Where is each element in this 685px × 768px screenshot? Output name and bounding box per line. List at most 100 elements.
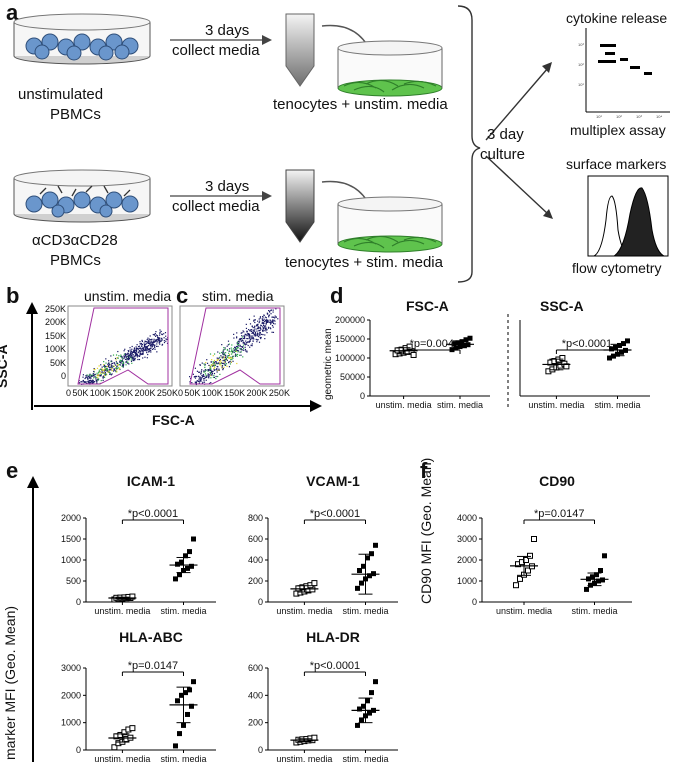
flow-event [104,369,107,371]
x-tick-label: stim. media [160,754,206,764]
flow-event [224,361,227,363]
flow-event [109,373,111,375]
flow-event [218,363,220,365]
flow-event [253,315,255,317]
flow-event [210,372,212,374]
flow-event [241,339,244,341]
flow-event [230,353,233,355]
flow-event [262,323,264,325]
flow-event [111,373,113,375]
flow-event [91,374,93,376]
flow-event [264,319,267,321]
flow-event [262,316,264,318]
flow-event [271,316,273,318]
flow-event [200,372,203,374]
flow-event [254,331,257,334]
flow-event [97,372,100,374]
flow-event [133,359,135,362]
flow-event [156,351,158,353]
flow-event [270,309,272,312]
flow-event [236,336,238,338]
flow-event [122,363,125,365]
flow-event [257,328,259,330]
flow-event [152,341,154,343]
flow-event [247,344,249,347]
flow-event [223,349,225,351]
flow-event [243,335,245,337]
panel-f-ylabel: CD90 MFI (Geo. Mean) [418,457,434,604]
flow-event [153,338,155,340]
flow-event [122,362,124,365]
flow-event [249,338,251,341]
flow-event [221,344,223,346]
flow-event [104,374,107,376]
flow-event [163,333,165,335]
data-point-unstim [129,725,136,732]
step-bottom-collect: collect media [172,198,260,215]
multiplex-plot-thumbnail: 10³ 10² 10¹ 10¹ 10² 10³ 10⁴ [578,28,670,119]
flow-event [96,372,98,374]
flow-event [256,325,258,327]
flow-event [115,354,118,356]
data-point-stim [187,549,192,555]
flow-event [207,373,209,375]
flow-event [223,356,226,358]
flow-event [136,353,138,355]
flow-event [234,347,236,349]
flow-event [123,357,125,360]
flow-event [95,374,97,376]
flow-event [203,371,205,373]
flow-event [211,359,213,361]
flow-event [253,333,255,336]
flow-event [255,328,257,330]
flow-event [226,348,229,351]
flow-event [264,316,266,318]
flow-event [123,353,125,355]
flow-event [254,334,256,336]
data-point-stim [185,711,190,717]
flow-event [101,369,103,372]
flow-event [93,377,95,379]
flow-event [245,350,247,352]
flow-event [265,328,267,331]
flow-event [247,338,249,340]
y-tick-label: 400 [248,555,263,565]
flow-event [154,348,156,350]
data-point-stim [463,337,469,343]
flow-event [130,354,132,356]
flow-event [270,328,272,330]
flow-event [199,371,201,373]
flow-event [238,342,240,345]
flow-event [200,378,202,380]
flow-event [198,379,200,381]
data-point-stim [189,703,194,709]
flow-event [195,382,197,384]
flow-event [219,359,221,362]
flow-event [150,350,152,352]
flow-event [274,320,276,322]
flow-event [189,376,191,378]
flow-event [204,363,206,365]
flow-event [116,367,118,370]
data-point-stim [189,563,194,569]
flow-event [102,376,104,378]
flow-event [214,364,217,366]
flow-event [219,352,221,354]
flow-event [218,357,220,359]
flow-event [105,358,107,360]
y-tick-label: 200 [248,718,263,728]
flow-event [207,376,210,378]
flow-event [272,331,275,333]
flow-event [204,376,207,378]
flow-event [256,324,258,326]
flow-event [139,354,141,356]
flow-event [138,351,140,353]
panel-e-letter: e [6,458,19,483]
flow-event [271,321,273,323]
flow-event [223,361,225,363]
flow-event [144,348,147,350]
flow-event [272,311,274,313]
flow-event [257,323,259,325]
data-point-unstim [531,536,537,542]
y-tick-label: 0 [472,597,477,607]
